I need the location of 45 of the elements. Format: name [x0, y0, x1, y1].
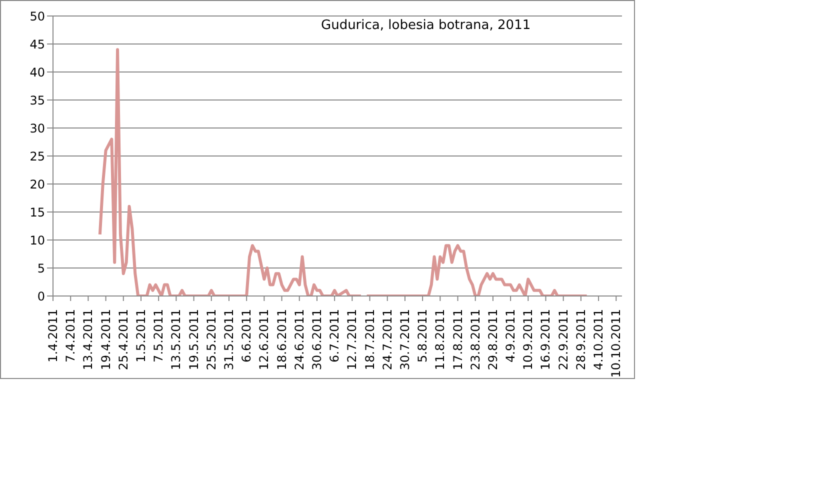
x-tick-label: 12.7.2011	[345, 309, 360, 370]
y-tick-label: 25	[30, 149, 45, 164]
x-tick-label: 19.4.2011	[98, 309, 113, 370]
y-tick-label: 15	[30, 205, 45, 220]
x-tick-label: 16.9.2011	[538, 309, 553, 370]
x-tick-label: 12.6.2011	[257, 309, 272, 370]
x-tick-label: 7.5.2011	[152, 309, 166, 362]
x-tick-label: 25.4.2011	[116, 309, 130, 370]
x-tick-label: 13.4.2011	[81, 309, 96, 370]
x-tick-label: 10.9.2011	[521, 309, 536, 370]
x-tick-label: 7.4.2011	[64, 309, 78, 362]
x-tick-label: 19.5.2011	[186, 309, 201, 370]
x-tick-label: 18.7.2011	[362, 309, 377, 370]
x-tick-label: 24.7.2011	[380, 309, 394, 370]
x-tick-label: 13.5.2011	[169, 309, 184, 370]
y-tick-label: 50	[30, 9, 45, 24]
x-tick-label: 4.10.2011	[592, 309, 606, 370]
x-tick-label: 1.5.2011	[134, 309, 148, 362]
x-tick-label: 23.8.2011	[468, 309, 482, 370]
x-tick-label: 22.9.2011	[556, 309, 570, 370]
y-tick-label: 5	[37, 261, 45, 276]
x-tick-label: 25.5.2011	[204, 309, 218, 370]
x-tick-label: 29.8.2011	[486, 309, 500, 370]
x-tick-label: 30.7.2011	[398, 309, 412, 370]
x-tick-label: 30.6.2011	[310, 309, 324, 370]
y-tick-label: 30	[30, 121, 45, 136]
x-tick-label: 4.9.2011	[504, 309, 518, 362]
x-tick-label: 5.8.2011	[416, 309, 430, 362]
chart-title: Gudurica, lobesia botrana, 2011	[321, 18, 531, 33]
y-tick-label: 45	[30, 37, 45, 52]
x-tick-label: 11.8.2011	[433, 309, 448, 370]
y-tick-label: 40	[30, 65, 45, 80]
y-tick-label: 0	[37, 289, 45, 304]
x-tick-label: 17.8.2011	[450, 309, 465, 370]
x-tick-label: 31.5.2011	[222, 309, 236, 370]
x-tick-label: 6.7.2011	[328, 309, 342, 362]
x-tick-label: 10.10.2011	[609, 309, 624, 378]
y-tick-label: 20	[30, 177, 45, 192]
y-tick-label: 10	[30, 233, 45, 248]
x-tick-label: 28.9.2011	[574, 309, 588, 370]
x-tick-label: 6.6.2011	[240, 309, 254, 362]
y-tick-label: 35	[30, 93, 45, 108]
x-tick-label: 1.4.2011	[46, 309, 60, 362]
x-tick-label: 24.6.2011	[292, 309, 306, 370]
x-tick-label: 18.6.2011	[274, 309, 289, 370]
